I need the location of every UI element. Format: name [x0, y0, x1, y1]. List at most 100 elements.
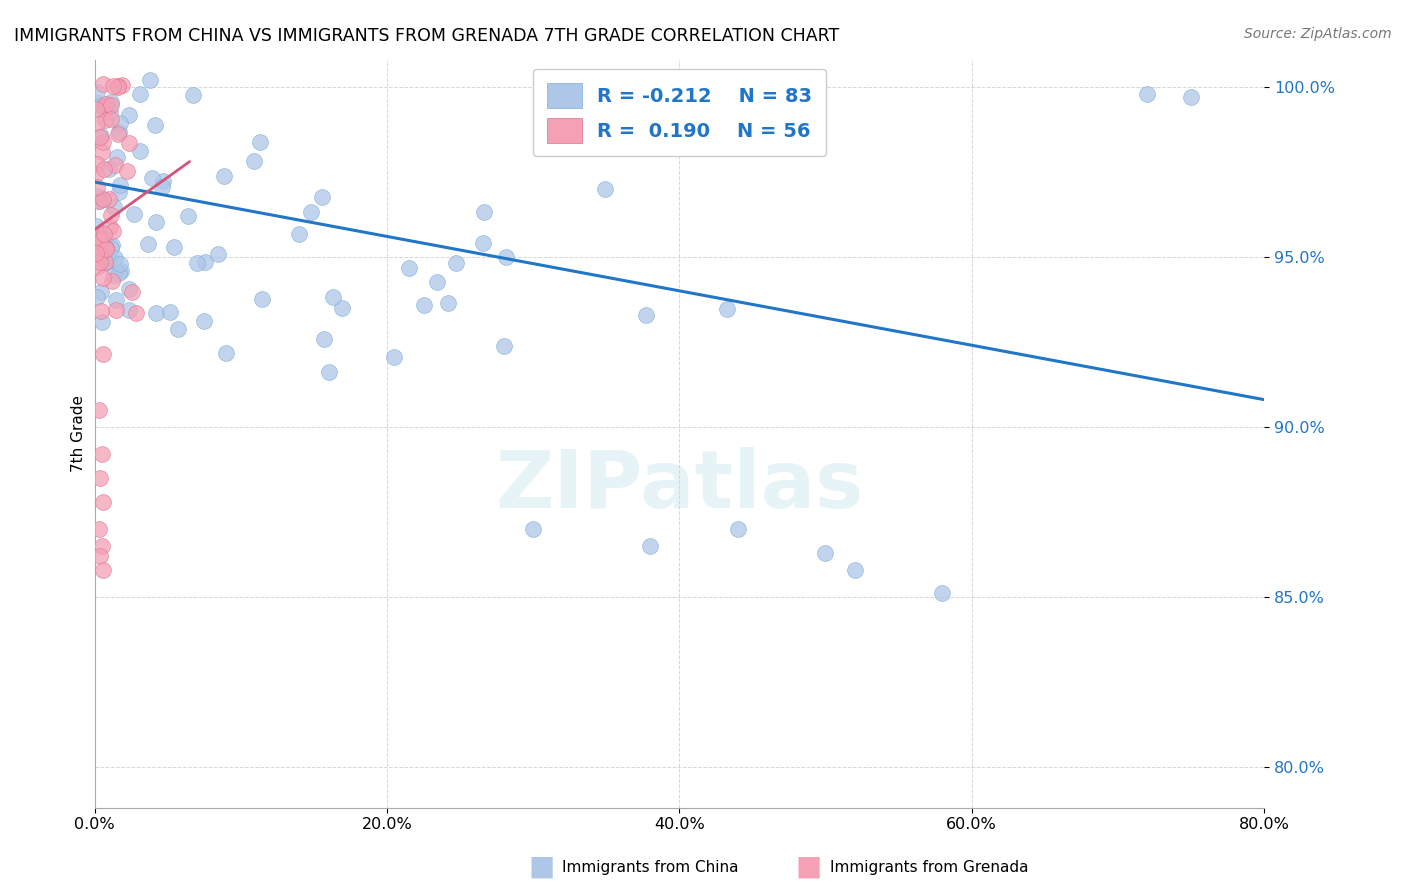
Point: [84, 168, 107, 182]
Point: [86, 180, 108, 194]
Point: [86, 260, 108, 274]
Point: [91, 249, 114, 263]
Point: [91, 135, 114, 149]
Point: [84, 102, 107, 116]
Text: ■: ■: [796, 853, 821, 881]
Point: [110, 78, 132, 92]
Point: [118, 108, 141, 122]
Point: [98, 161, 121, 176]
Point: [84, 219, 107, 233]
Point: [138, 73, 160, 87]
Point: [118, 303, 141, 318]
Point: [90, 447, 112, 461]
Point: [474, 205, 496, 219]
Point: [89, 248, 111, 262]
Point: [107, 127, 129, 141]
Point: [330, 301, 353, 316]
Point: [124, 306, 146, 320]
Point: [87, 402, 110, 417]
Point: [86, 116, 108, 130]
Point: [193, 314, 215, 328]
Point: [93, 494, 115, 508]
Point: [104, 251, 127, 265]
Point: [93, 563, 115, 577]
Point: [108, 257, 131, 271]
Point: [181, 88, 204, 103]
Point: [93, 161, 115, 176]
Point: [471, 236, 494, 251]
Point: [97, 100, 120, 114]
Point: [494, 338, 516, 352]
Point: [90, 129, 112, 144]
Point: [94, 97, 117, 112]
Point: [522, 522, 544, 536]
Point: [311, 190, 333, 204]
Point: [84, 246, 107, 260]
Point: [716, 302, 738, 317]
Point: [814, 546, 837, 560]
Point: [108, 125, 131, 139]
Point: [212, 169, 235, 183]
Text: ■: ■: [529, 853, 554, 881]
Point: [101, 224, 124, 238]
Point: [86, 96, 108, 111]
Text: IMMIGRANTS FROM CHINA VS IMMIGRANTS FROM GRENADA 7TH GRADE CORRELATION CHART: IMMIGRANTS FROM CHINA VS IMMIGRANTS FROM…: [14, 27, 839, 45]
Point: [86, 86, 108, 100]
Point: [90, 233, 112, 247]
Point: [107, 79, 129, 94]
Point: [322, 290, 344, 304]
Point: [100, 95, 122, 110]
Point: [98, 192, 121, 206]
Point: [115, 163, 138, 178]
Point: [87, 522, 110, 536]
Point: [89, 471, 111, 485]
Point: [104, 293, 127, 308]
Point: [96, 241, 118, 255]
Point: [166, 321, 188, 335]
Point: [98, 250, 121, 264]
Point: [110, 178, 132, 192]
Point: [89, 255, 111, 269]
Point: [931, 586, 953, 600]
Y-axis label: 7th Grade: 7th Grade: [72, 395, 86, 472]
Point: [252, 292, 274, 306]
Point: [107, 185, 129, 199]
Point: [288, 227, 311, 242]
Point: [638, 539, 661, 553]
Point: [86, 189, 108, 203]
Point: [412, 298, 434, 312]
Point: [318, 365, 340, 379]
Point: [87, 194, 110, 208]
Point: [100, 241, 122, 255]
Legend: R = -0.212    N = 83, R =  0.190    N = 56: R = -0.212 N = 83, R = 0.190 N = 56: [533, 70, 825, 156]
Point: [129, 87, 152, 101]
Point: [110, 116, 132, 130]
Point: [94, 113, 117, 128]
Point: [93, 100, 115, 114]
Point: [90, 145, 112, 159]
Point: [96, 242, 118, 256]
Point: [90, 285, 112, 299]
Point: [101, 274, 124, 288]
Point: [107, 78, 129, 93]
Point: [194, 255, 217, 269]
Point: [91, 192, 114, 206]
Point: [91, 271, 114, 285]
Point: [86, 290, 108, 304]
Point: [90, 315, 112, 329]
Point: [207, 247, 229, 261]
Text: Source: ZipAtlas.com: Source: ZipAtlas.com: [1244, 27, 1392, 41]
Point: [398, 260, 420, 275]
Point: [101, 78, 124, 93]
Point: [89, 549, 111, 563]
Point: [163, 239, 186, 253]
Point: [426, 275, 449, 289]
Point: [145, 215, 167, 229]
Point: [444, 256, 467, 270]
Point: [159, 305, 181, 319]
Point: [1180, 90, 1202, 104]
Point: [101, 237, 124, 252]
Text: Immigrants from Grenada: Immigrants from Grenada: [830, 860, 1028, 874]
Point: [118, 282, 141, 296]
Point: [98, 219, 121, 234]
